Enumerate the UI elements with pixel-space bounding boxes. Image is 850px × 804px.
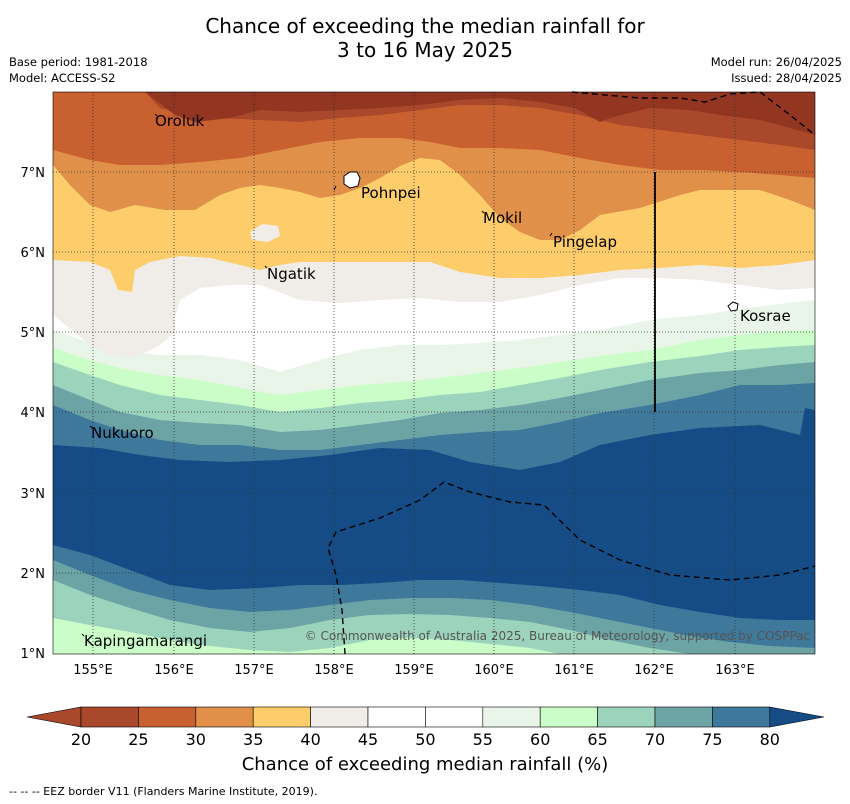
colorbar-segment [597,706,656,728]
colorbar-tick-label: 25 [128,730,148,749]
colorbar-segment [539,706,598,728]
x-axis-labels: 155°E 156°E 157°E 158°E 159°E 160°E 161°… [73,663,755,678]
colorbar-tick-label: 45 [358,730,378,749]
colorbar-extend-low [26,706,82,728]
label-kosrae: Kosrae [740,307,791,325]
label-kapingamarangi: Kapingamarangi [84,632,207,650]
label-mokil: Mokil [483,209,522,227]
model-run: Model run: 26/04/2025 [710,55,842,69]
ytick-2n: 2°N [21,567,46,582]
label-oroluk: Oroluk [155,112,204,130]
copyright-notice: © Commonwealth of Australia 2025, Bureau… [305,629,810,643]
band-70-lower [53,560,815,654]
label-pingelap: Pingelap [553,233,617,251]
map-title-line2: 3 to 16 May 2025 [337,38,513,62]
xtick-156e: 156°E [154,663,194,678]
colorbar-segment [654,706,713,728]
label-nukuoro: Nukuoro [91,424,154,442]
band-20 [145,92,815,135]
contour-bands [53,92,815,654]
xtick-157e: 157°E [234,663,274,678]
colorbar-extend-high [769,706,825,728]
colorbar-tick-label: 70 [645,730,665,749]
atoll-marks [81,113,553,637]
colorbar-segment [712,706,771,728]
ytick-6n: 6°N [21,246,46,261]
pohnpei-island [343,171,361,189]
xtick-155e: 155°E [73,663,113,678]
band-45-patch [250,224,280,242]
band-65-lower [53,580,690,654]
colorbar: 20 25 30 35 40 45 50 55 60 65 70 75 80 [26,706,825,749]
colorbar-segment [425,706,484,728]
colorbar-tick-label: 30 [186,730,206,749]
xtick-159e: 159°E [394,663,434,678]
colorbar-segment [195,706,254,728]
colorbar-tick-label: 75 [702,730,722,749]
xtick-162e: 162°E [634,663,674,678]
colorbar-segment [367,706,426,728]
colorbar-tick-label: 35 [243,730,263,749]
label-pohnpei: Pohnpei [361,184,421,202]
colorbar-tick-label: 80 [760,730,780,749]
base-period: Base period: 1981-2018 [9,55,148,69]
place-labels: Oroluk Pohnpei Mokil Pingelap Ngatik Kos… [84,112,791,650]
island-outlines [343,171,739,312]
ytick-4n: 4°N [21,406,46,421]
colorbar-segment [482,706,541,728]
colorbar-tick-label: 50 [415,730,435,749]
band-60-bottom [53,618,560,654]
xtick-158e: 158°E [314,663,354,678]
xtick-161e: 161°E [554,663,594,678]
map-title-line1: Chance of exceeding the median rainfall … [205,14,645,38]
colorbar-segment [80,706,139,728]
eez-footnote: -- -- -- EEZ border V11 (Flanders Marine… [9,785,318,798]
colorbar-segment [310,706,369,728]
xtick-160e: 160°E [474,663,514,678]
issued-date: Issued: 28/04/2025 [731,71,842,85]
ytick-5n: 5°N [21,326,46,341]
eez-border [327,91,816,655]
colorbar-segment [138,706,197,728]
colorbar-tick-label: 65 [587,730,607,749]
model-name: Model: ACCESS-S2 [9,71,116,85]
label-ngatik: Ngatik [267,265,316,283]
colorbar-tick-label: 55 [473,730,493,749]
colorbar-tick-label: 60 [530,730,550,749]
ytick-3n: 3°N [21,487,46,502]
y-axis-labels: 7°N 6°N 5°N 4°N 3°N 2°N 1°N [21,166,46,662]
xtick-163e: 163°E [715,663,755,678]
colorbar-caption: Chance of exceeding median rainfall (%) [241,754,609,775]
grid-lines [53,92,815,654]
colorbar-tick-label: 40 [300,730,320,749]
map-frame [52,91,816,655]
colorbar-tick-label: 20 [71,730,91,749]
kosrae-island [727,301,739,312]
ytick-7n: 7°N [21,166,46,181]
ytick-1n: 1°N [21,647,46,662]
colorbar-segment [252,706,311,728]
